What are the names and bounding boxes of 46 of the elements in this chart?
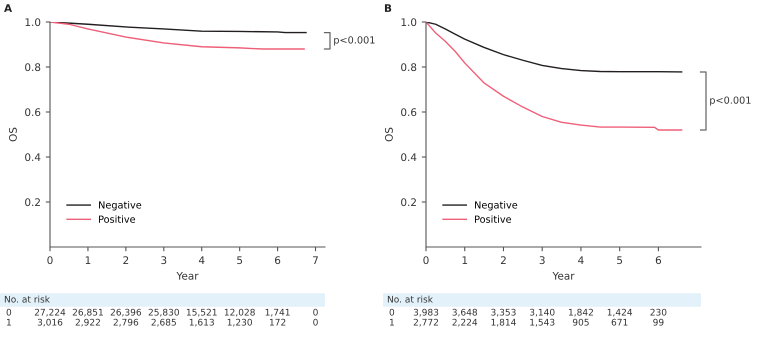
x-tick-label: 3 bbox=[161, 256, 166, 264]
y-tick-label: 1.0 bbox=[26, 18, 40, 26]
text: 1 3,016 2,922 2,796 2,685 1,613 1,230 172 0 bbox=[6, 318, 318, 327]
text: p<0.001 bbox=[334, 36, 375, 46]
y-tick-label: 1.0 bbox=[402, 18, 416, 26]
y-tick-label: 0.2 bbox=[25, 198, 40, 206]
x-tick-label: 4 bbox=[198, 256, 204, 264]
x-tick-label: 5 bbox=[617, 256, 622, 264]
y-axis-title: OS bbox=[8, 128, 17, 142]
x-axis-title: Year bbox=[176, 272, 199, 280]
chart-title: B bbox=[384, 4, 392, 12]
line-series bbox=[50, 22, 305, 50]
y-tick-label: 0.8 bbox=[401, 63, 416, 72]
text: 0 27,224 26,851 26,396 25,830 15,521 12,028 1,741 0 bbox=[6, 308, 318, 317]
x-tick-label: 3 bbox=[540, 256, 545, 264]
x-tick-label: 0 bbox=[47, 256, 53, 264]
x-tick-label: 6 bbox=[275, 256, 280, 264]
x-tick-label: 2 bbox=[500, 256, 506, 264]
x-tick-label: 4 bbox=[578, 256, 584, 264]
x-tick-label: 6 bbox=[656, 256, 662, 264]
legend-label: Positive bbox=[475, 215, 512, 223]
x-tick-label: 5 bbox=[237, 256, 242, 264]
legend-label: Negative bbox=[475, 201, 518, 210]
x-axis-title: Year bbox=[552, 272, 575, 280]
x-tick-label: 1 bbox=[462, 256, 468, 264]
chart-title: A bbox=[4, 4, 12, 12]
x-tick-label: 7 bbox=[313, 256, 318, 264]
x-tick-label: 1 bbox=[86, 256, 90, 264]
text: No. at risk bbox=[388, 296, 433, 303]
line-series bbox=[426, 22, 682, 131]
text: No. at risk bbox=[4, 296, 50, 303]
line-series bbox=[426, 22, 682, 73]
legend-label: Negative bbox=[99, 201, 142, 210]
y-tick-label: 0.4 bbox=[25, 153, 40, 162]
legend-label: Positive bbox=[99, 215, 136, 223]
y-tick-label: 0.8 bbox=[25, 63, 40, 72]
text: 0 3,983 3,648 3,353 3,140 1,842 1,424 230 bbox=[390, 308, 666, 317]
y-tick-label: 0.2 bbox=[401, 198, 416, 206]
y-axis-title: OS bbox=[384, 128, 393, 142]
text: 1 2,772 2,224 1,814 1,543 905 671 99 bbox=[390, 318, 664, 327]
y-tick-label: 0.6 bbox=[25, 108, 40, 116]
x-tick-label: 0 bbox=[423, 256, 429, 264]
y-tick-label: 0.4 bbox=[401, 153, 416, 162]
x-tick-label: 2 bbox=[123, 256, 128, 264]
y-tick-label: 0.6 bbox=[401, 108, 416, 116]
text: p<0.001 bbox=[710, 96, 751, 106]
